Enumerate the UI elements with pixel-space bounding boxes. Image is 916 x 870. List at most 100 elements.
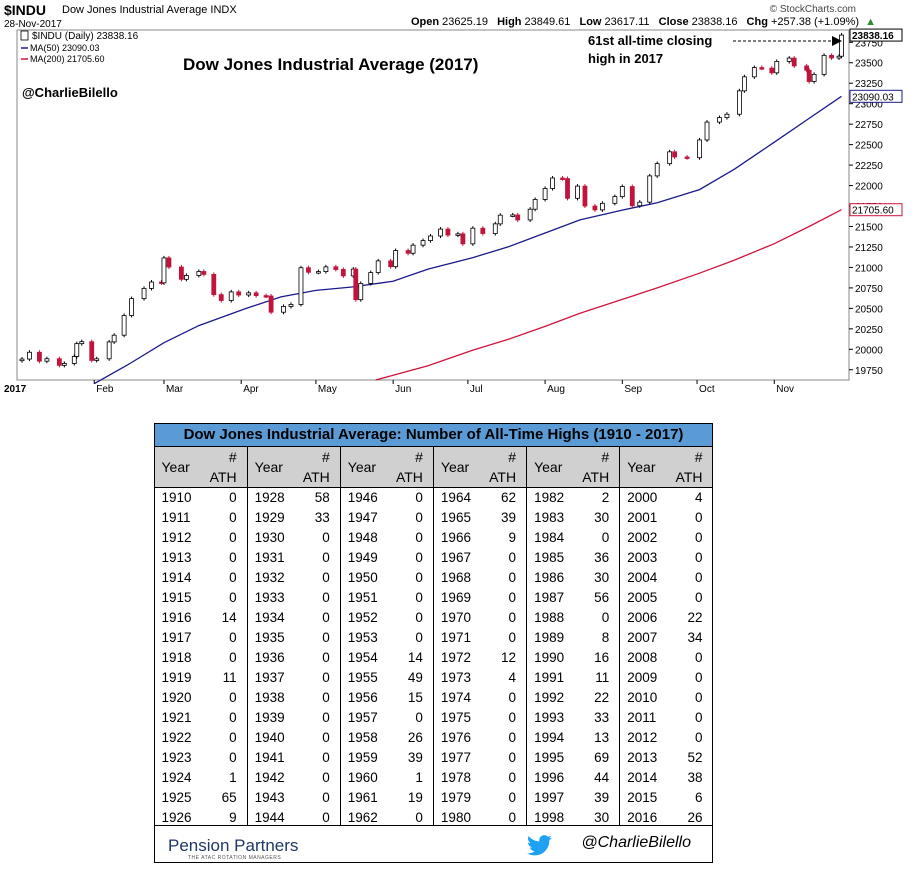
ath-cell: 39 bbox=[479, 508, 528, 528]
ath-cell: 0 bbox=[292, 788, 341, 808]
col-header-ath: # ATH bbox=[199, 446, 248, 488]
year-cell: 1986 bbox=[534, 570, 565, 585]
col-header-year: Year bbox=[247, 446, 293, 488]
year-cell: 1916 bbox=[161, 610, 192, 625]
year-cell: 1917 bbox=[161, 630, 192, 645]
year-cell: 1942 bbox=[254, 770, 285, 785]
year-cell: 1984 bbox=[534, 530, 565, 545]
pension-partners-logo: Pension Partners THE ATAC ROTATION MANAG… bbox=[168, 836, 299, 861]
ath-cell: 0 bbox=[479, 788, 528, 808]
ath-cell: 0 bbox=[199, 728, 248, 748]
ath-cell: 44 bbox=[572, 768, 621, 788]
ath-cell: 0 bbox=[199, 628, 248, 648]
ath-cell: 0 bbox=[292, 708, 341, 728]
ath-cell: 0 bbox=[479, 768, 528, 788]
candle-body bbox=[741, 76, 747, 92]
candle-body bbox=[550, 177, 555, 189]
ath-cell: 0 bbox=[292, 628, 341, 648]
ath-cell: 0 bbox=[292, 768, 341, 788]
year-cell: 1994 bbox=[534, 730, 565, 745]
candle-body bbox=[428, 235, 433, 241]
ath-cell: 0 bbox=[479, 568, 528, 588]
ma50-line bbox=[93, 95, 842, 385]
candle-body bbox=[333, 266, 339, 270]
year-cell: 1924 bbox=[161, 770, 192, 785]
ath-cell: 0 bbox=[386, 487, 434, 508]
up-triangle-icon: ▲ bbox=[865, 16, 876, 28]
low-label: Low bbox=[579, 16, 602, 28]
y-tick-label: 22500 bbox=[855, 141, 883, 152]
table-row: 1912 0 1930 0 1948 0 1966 9 1984 0 2002 0 bbox=[155, 528, 713, 548]
last-value-labels: 23838.16 23090.03 21705.60 bbox=[849, 28, 903, 217]
candle-body bbox=[393, 250, 399, 268]
year-cell: 2012 bbox=[627, 730, 658, 745]
col-header-year: Year bbox=[433, 446, 480, 488]
candle-body bbox=[166, 257, 172, 268]
logo-text: Pension Partners bbox=[168, 836, 299, 855]
ath-cell: 0 bbox=[199, 748, 248, 768]
candle-body bbox=[368, 272, 374, 284]
year-cell: 1946 bbox=[347, 490, 378, 505]
year-cell: 1976 bbox=[440, 730, 471, 745]
year-cell: 1951 bbox=[347, 590, 378, 605]
ath-cell: 58 bbox=[292, 487, 341, 508]
year-cell: 1995 bbox=[534, 750, 565, 765]
table-row: 1916 14 1934 0 1952 0 1970 0 1988 0 2006 22 bbox=[155, 608, 713, 628]
last-value-box bbox=[849, 203, 903, 217]
ath-cell: 19 bbox=[386, 788, 434, 808]
candle-body bbox=[236, 291, 242, 296]
ath-cell: 0 bbox=[386, 708, 434, 728]
y-tick-label: 21500 bbox=[855, 222, 883, 233]
year-cell: 1961 bbox=[347, 790, 378, 805]
ath-cell: 0 bbox=[199, 588, 248, 608]
candle-body bbox=[246, 292, 252, 296]
year-cell: 1935 bbox=[254, 630, 285, 645]
ath-cell: 0 bbox=[386, 508, 434, 528]
y-axis: 19750 20000 20250 20500 20750 21000 21250 21500… bbox=[849, 38, 883, 377]
table-row: 1923 0 1941 0 1959 39 1977 0 1995 69 2013 52 bbox=[155, 748, 713, 768]
year-cell: 1948 bbox=[347, 530, 378, 545]
ath-cell: 14 bbox=[386, 648, 434, 668]
ath-cell: 0 bbox=[292, 608, 341, 628]
year-cell: 1930 bbox=[254, 530, 285, 545]
candle-body bbox=[455, 233, 461, 236]
candle-body bbox=[44, 358, 50, 362]
ath-cell: 16 bbox=[572, 648, 621, 668]
twitter-handle: @CharlieBilello bbox=[581, 834, 691, 851]
logo-subtitle: THE ATAC ROTATION MANAGERS bbox=[188, 855, 282, 861]
candle-body bbox=[353, 268, 359, 301]
year-cell: 1955 bbox=[347, 670, 378, 685]
year-cell: 1974 bbox=[440, 690, 471, 705]
ath-cell: 0 bbox=[199, 548, 248, 568]
candle-body bbox=[717, 117, 722, 123]
chg-label: Chg bbox=[746, 16, 768, 28]
candle-body bbox=[575, 185, 580, 199]
candle-body bbox=[288, 304, 294, 307]
x-tick-label: Jun bbox=[395, 384, 411, 395]
ath-cell: 0 bbox=[572, 608, 621, 628]
candle-body bbox=[79, 341, 85, 345]
ath-cell: 1 bbox=[199, 768, 248, 788]
ath-cell: 0 bbox=[199, 568, 248, 588]
ath-cell: 0 bbox=[479, 808, 528, 828]
year-cell: 2004 bbox=[627, 570, 658, 585]
candle-body bbox=[71, 356, 77, 364]
year-cell: 1926 bbox=[161, 810, 192, 825]
year-cell: 1960 bbox=[347, 770, 378, 785]
exchange-label: INDX bbox=[210, 4, 237, 16]
candle-body bbox=[298, 267, 304, 305]
year-cell: 1915 bbox=[161, 590, 192, 605]
candle-body bbox=[786, 57, 792, 62]
year-cell: 1997 bbox=[534, 790, 565, 805]
x-tick-label: Apr bbox=[243, 384, 259, 395]
year-cell: 1991 bbox=[534, 670, 565, 685]
y-tick-label: 23250 bbox=[855, 79, 883, 90]
ath-cell: 2 bbox=[572, 487, 621, 508]
year-cell: 1922 bbox=[161, 730, 192, 745]
y-tick-label: 20000 bbox=[855, 345, 883, 356]
year-cell: 1934 bbox=[254, 610, 285, 625]
col-header-ath: # ATH bbox=[665, 446, 713, 488]
annotation-line-2: high in 2017 bbox=[588, 51, 663, 66]
ath-cell: 0 bbox=[479, 728, 528, 748]
year-cell: 1952 bbox=[347, 610, 378, 625]
